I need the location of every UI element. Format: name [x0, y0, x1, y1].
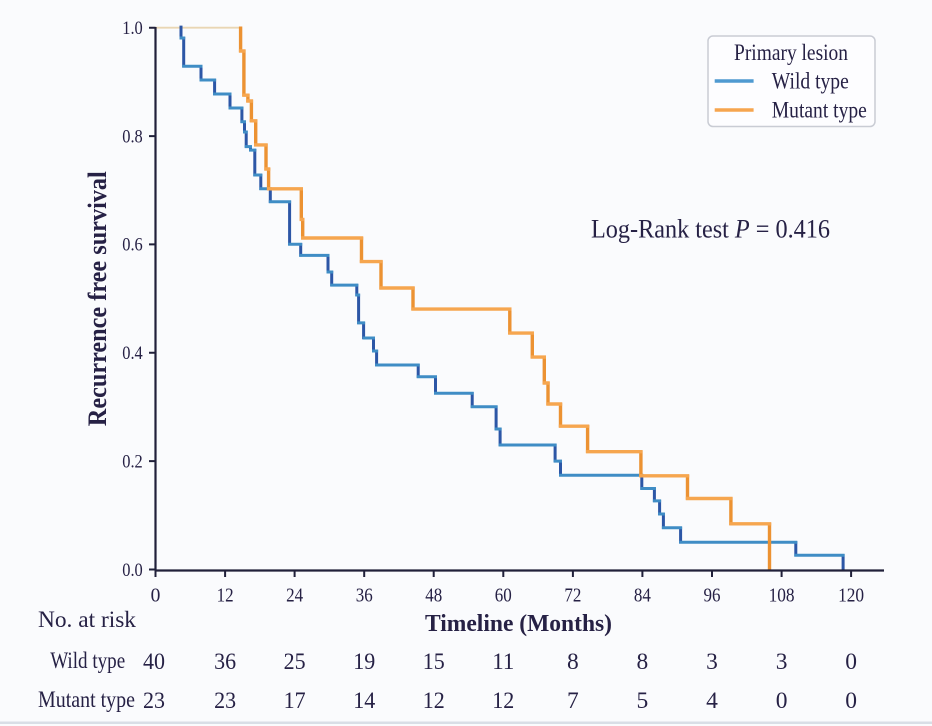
svg-text:0.6: 0.6: [122, 235, 143, 256]
svg-text:No. at risk: No. at risk: [38, 607, 136, 633]
svg-text:72: 72: [564, 586, 581, 607]
svg-text:Mutant type: Mutant type: [772, 98, 867, 123]
svg-text:84: 84: [634, 586, 651, 607]
svg-text:14: 14: [353, 688, 375, 714]
svg-text:23: 23: [214, 688, 236, 714]
svg-text:Timeline (Months): Timeline (Months): [425, 611, 612, 637]
svg-text:36: 36: [356, 586, 373, 607]
svg-text:0.8: 0.8: [122, 126, 143, 147]
svg-text:0: 0: [151, 586, 161, 607]
svg-text:Mutant type: Mutant type: [38, 687, 135, 713]
svg-text:Recurrence free survival: Recurrence free survival: [83, 171, 112, 426]
svg-text:120: 120: [838, 586, 864, 607]
svg-text:8: 8: [637, 649, 649, 675]
svg-text:8: 8: [567, 649, 579, 675]
svg-text:48: 48: [425, 586, 442, 607]
svg-text:1.0: 1.0: [122, 18, 143, 39]
svg-text:60: 60: [495, 586, 512, 607]
svg-text:3: 3: [776, 649, 788, 675]
svg-text:40: 40: [143, 649, 165, 675]
svg-text:15: 15: [423, 649, 445, 675]
svg-text:0.0: 0.0: [122, 560, 143, 581]
svg-text:11: 11: [492, 649, 514, 675]
svg-text:0: 0: [776, 688, 788, 714]
svg-text:3: 3: [706, 649, 718, 675]
svg-text:5: 5: [637, 688, 649, 714]
svg-text:Log-Rank test P = 0.416: Log-Rank test P = 0.416: [591, 215, 830, 244]
svg-text:0.2: 0.2: [122, 451, 143, 472]
svg-text:12: 12: [217, 586, 234, 607]
svg-text:19: 19: [353, 649, 375, 675]
svg-text:Wild type: Wild type: [50, 648, 125, 674]
svg-text:17: 17: [284, 688, 306, 714]
svg-text:7: 7: [567, 688, 579, 714]
svg-text:12: 12: [492, 688, 514, 714]
svg-text:Wild type: Wild type: [772, 69, 849, 94]
svg-text:25: 25: [284, 649, 306, 675]
svg-text:108: 108: [769, 586, 795, 607]
svg-text:4: 4: [706, 688, 718, 714]
svg-text:24: 24: [286, 586, 303, 607]
svg-text:96: 96: [704, 586, 721, 607]
svg-text:0.4: 0.4: [122, 343, 143, 364]
svg-text:Primary lesion: Primary lesion: [734, 40, 848, 65]
svg-text:36: 36: [214, 649, 236, 675]
svg-text:12: 12: [423, 688, 445, 714]
svg-text:0: 0: [845, 688, 857, 714]
svg-text:0: 0: [845, 649, 857, 675]
svg-text:23: 23: [143, 688, 165, 714]
